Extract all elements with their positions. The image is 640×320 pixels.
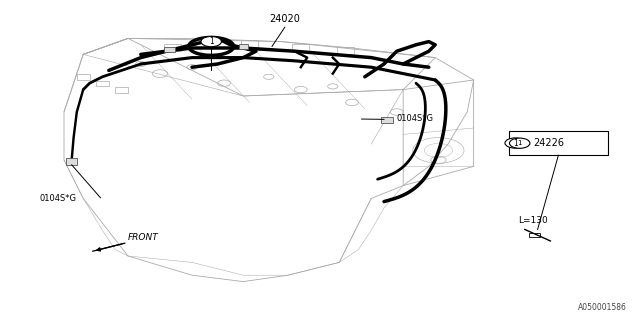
- Bar: [77, 74, 90, 80]
- Bar: [96, 81, 109, 86]
- Text: 0104S*G: 0104S*G: [397, 114, 434, 123]
- Bar: [115, 87, 128, 93]
- Bar: [196, 40, 213, 47]
- Bar: [164, 47, 175, 52]
- Bar: [337, 47, 354, 54]
- Bar: [66, 158, 77, 165]
- Text: A050001586: A050001586: [579, 303, 627, 312]
- Text: L=130: L=130: [518, 216, 548, 225]
- Text: 1: 1: [513, 139, 518, 148]
- Bar: [292, 44, 309, 51]
- Circle shape: [509, 138, 530, 148]
- Circle shape: [505, 138, 525, 148]
- Bar: [529, 233, 540, 237]
- Circle shape: [201, 36, 221, 47]
- Bar: [509, 131, 608, 155]
- Text: 24020: 24020: [269, 14, 300, 24]
- Text: 0104S*G: 0104S*G: [40, 194, 77, 203]
- Text: FRONT: FRONT: [128, 233, 159, 242]
- Bar: [241, 40, 258, 47]
- Bar: [239, 44, 248, 49]
- Bar: [164, 44, 181, 51]
- Text: 1: 1: [209, 37, 214, 46]
- Bar: [381, 117, 393, 123]
- Text: 1: 1: [517, 140, 522, 146]
- Text: 24226: 24226: [533, 138, 564, 148]
